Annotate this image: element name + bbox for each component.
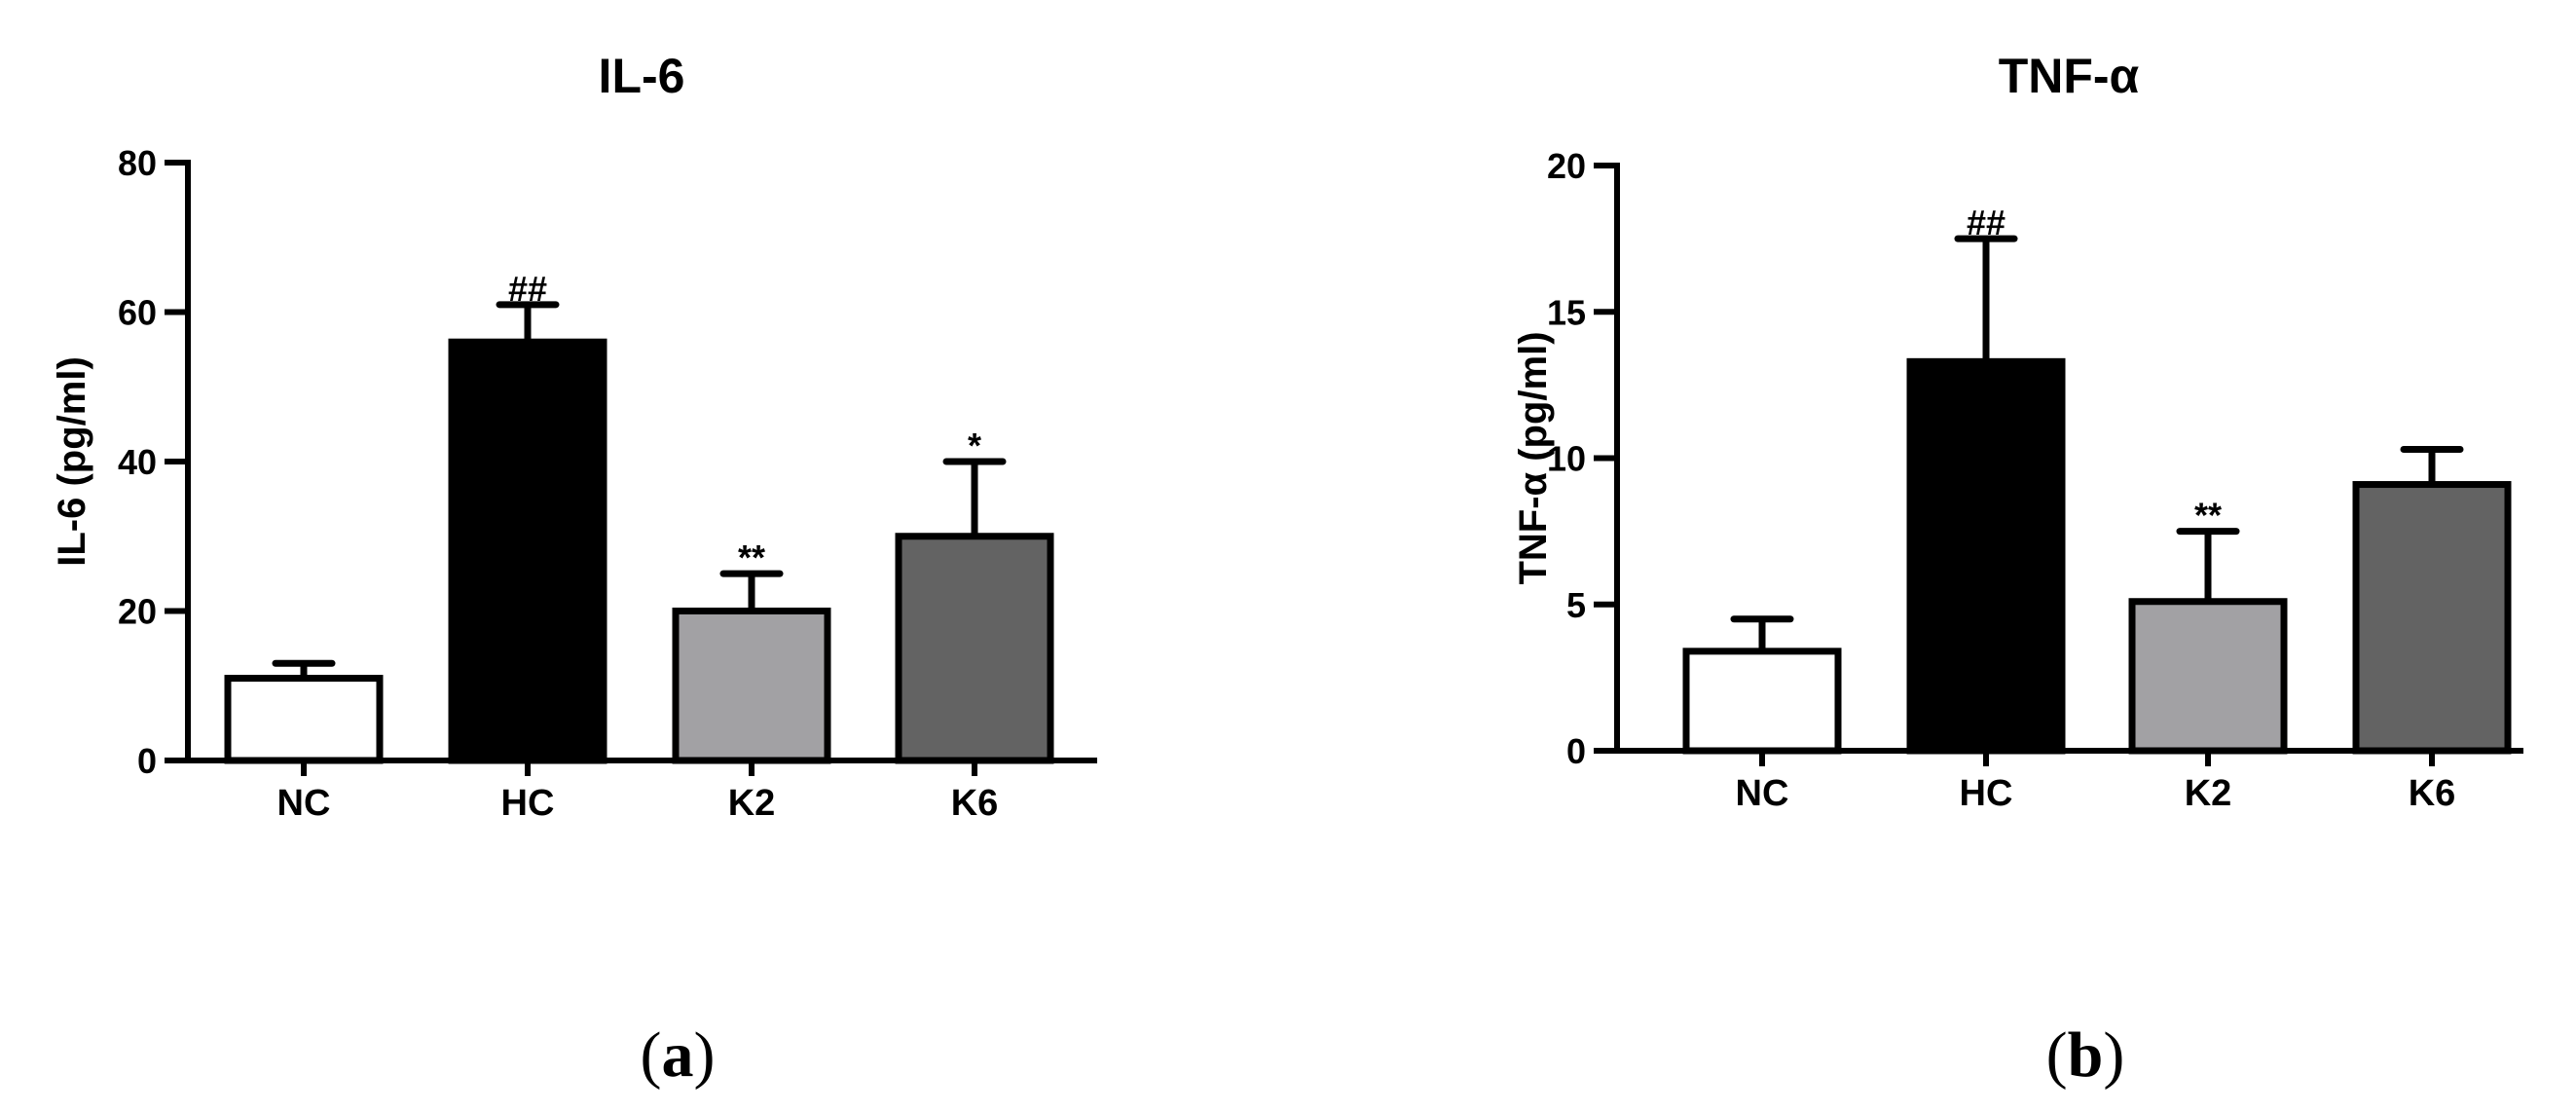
y-axis-label: IL-6 (pg/ml) (51, 356, 93, 567)
significance-label: ** (2194, 496, 2222, 536)
x-tick-label: K2 (2185, 773, 2232, 814)
y-tick-label: 80 (118, 143, 157, 183)
x-tick-label: K6 (951, 783, 999, 824)
chart-title: TNF-α (1999, 49, 2140, 103)
y-tick-label: 20 (1547, 146, 1586, 186)
y-tick-label: 20 (118, 592, 157, 632)
panel-label: (b) (2046, 1019, 2125, 1091)
bar-k6 (2352, 481, 2512, 755)
x-tick-label: HC (501, 783, 555, 824)
y-tick-label: 60 (118, 293, 157, 333)
x-tick-label: NC (1736, 773, 1789, 814)
panel-label-letter: b (2068, 1019, 2104, 1091)
chart-title: IL-6 (599, 49, 685, 103)
panel-label-letter: a (662, 1019, 694, 1091)
significance-label: ## (508, 269, 547, 309)
y-axis-label: TNF-α (pg/ml) (1512, 331, 1555, 584)
y-tick-label: 0 (1566, 731, 1586, 771)
panel-label-close-paren: ) (694, 1019, 716, 1091)
y-tick-label: 40 (118, 442, 157, 482)
significance-label: ## (1967, 203, 2006, 242)
bar-nc (1682, 648, 1842, 755)
significance-label: * (968, 426, 981, 465)
y-tick-label: 5 (1566, 585, 1586, 625)
bar-hc (1906, 357, 2066, 755)
x-tick-label: NC (277, 783, 331, 824)
y-tick-label: 15 (1547, 292, 1586, 332)
bar-hc (448, 338, 607, 764)
bar-nc (224, 675, 384, 764)
panel-label-close-paren: ) (2103, 1019, 2124, 1091)
y-tick-label: 10 (1547, 439, 1586, 479)
bar-k2 (672, 608, 831, 764)
x-tick-label: HC (1960, 773, 2013, 814)
y-tick-label: 0 (137, 741, 157, 781)
bar-k6 (895, 533, 1054, 764)
panel-label-open-paren: ( (2046, 1019, 2068, 1091)
x-tick-label: K6 (2409, 773, 2456, 814)
panel-label: (a) (641, 1019, 716, 1091)
panel-label-open-paren: ( (641, 1019, 662, 1091)
x-tick-label: K2 (728, 783, 776, 824)
bar-k2 (2128, 598, 2288, 755)
tnf-alpha-chart: TNF-α TNF-α (pg/ml) NC ## HC ** K2 K6 0 5 10 15 20 (b… (1512, 49, 2523, 1091)
il6-chart: IL-6 IL-6 (pg/ml) NC ## HC ** K2 * K6 0 20 40 60 80 (a… (51, 49, 1097, 1091)
significance-label: ** (738, 537, 765, 577)
